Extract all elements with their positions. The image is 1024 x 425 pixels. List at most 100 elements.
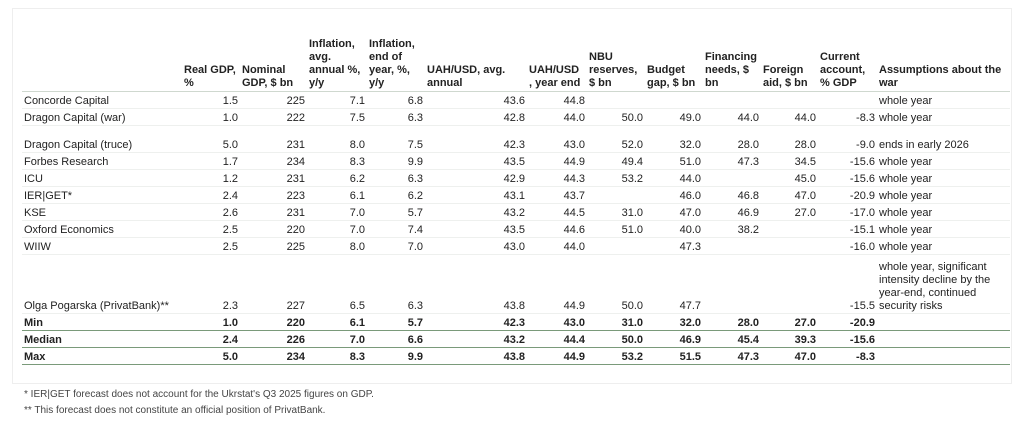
value-cell: 51.0 (587, 220, 645, 238)
row-label: WIIW (22, 237, 182, 255)
table-row: WIIW 2.5 225 8.0 7.0 43.0 44.0 47.3 -16.0 whole y… (22, 237, 1010, 255)
value-cell: 9.9 (367, 152, 425, 170)
value-cell: -8.3 (818, 108, 877, 126)
value-cell: 51.5 (645, 347, 703, 365)
value-cell: 47.3 (645, 237, 703, 255)
column-header: Assumptions about the war (877, 14, 1010, 92)
value-cell: 46.0 (645, 186, 703, 204)
assumption-cell: whole year, significant intensity declin… (877, 254, 1010, 314)
value-cell: 47.3 (703, 347, 761, 365)
value-cell: -20.9 (818, 313, 877, 331)
assumption-cell (877, 313, 1010, 331)
value-cell: 44.0 (527, 237, 587, 255)
value-cell (818, 91, 877, 109)
value-cell: 2.4 (182, 330, 240, 348)
row-label: Median (22, 330, 182, 348)
column-header: Current account, % GDP (818, 14, 877, 92)
column-header: Budget gap, $ bn (645, 14, 703, 92)
column-header: Financing needs, $ bn (703, 14, 761, 92)
column-header: UAH/USD , year end (527, 14, 587, 92)
value-cell (703, 254, 761, 314)
row-label: KSE (22, 203, 182, 221)
value-cell (703, 91, 761, 109)
value-cell: 50.0 (587, 108, 645, 126)
stub-header (22, 14, 182, 92)
value-cell: 5.7 (367, 203, 425, 221)
table-row: Min 1.0 220 6.1 5.7 42.3 43.0 31.0 32.0 28.0 27.0-… (22, 313, 1010, 331)
value-cell: 43.8 (425, 347, 527, 365)
value-cell: 7.0 (367, 237, 425, 255)
value-cell: 222 (240, 108, 307, 126)
table-row: KSE 2.6 231 7.0 5.7 43.2 44.5 31.0 47.0 46.9 27.0-… (22, 203, 1010, 221)
value-cell: 44.5 (527, 203, 587, 221)
row-label: ICU (22, 169, 182, 187)
value-cell: 47.3 (703, 152, 761, 170)
value-cell: 43.7 (527, 186, 587, 204)
value-cell: 6.8 (367, 91, 425, 109)
value-cell: 28.0 (761, 125, 818, 153)
value-cell: 52.0 (587, 125, 645, 153)
value-cell: 6.2 (307, 169, 367, 187)
assumption-cell (877, 330, 1010, 348)
column-header: Nominal GDP, $ bn (240, 14, 307, 92)
value-cell: 42.9 (425, 169, 527, 187)
value-cell: 7.0 (307, 203, 367, 221)
assumption-cell: whole year (877, 237, 1010, 255)
value-cell: 44.6 (527, 220, 587, 238)
row-label: Forbes Research (22, 152, 182, 170)
value-cell: 31.0 (587, 313, 645, 331)
value-cell: 43.0 (527, 125, 587, 153)
value-cell: 39.3 (761, 330, 818, 348)
value-cell: 231 (240, 125, 307, 153)
value-cell: 5.0 (182, 347, 240, 365)
value-cell: 7.0 (307, 220, 367, 238)
value-cell: 46.9 (703, 203, 761, 221)
value-cell: 6.6 (367, 330, 425, 348)
row-label: Max (22, 347, 182, 365)
column-header: Inflation, avg. annual %, y/y (307, 14, 367, 92)
value-cell: 44.9 (527, 152, 587, 170)
value-cell: 231 (240, 169, 307, 187)
value-cell (761, 237, 818, 255)
value-cell: 50.0 (587, 330, 645, 348)
value-cell: 1.7 (182, 152, 240, 170)
value-cell: 227 (240, 254, 307, 314)
table-body: Concorde Capital 1.5 225 7.1 6.8 43.6 44.8 whol… (22, 91, 1010, 365)
value-cell: 44.9 (527, 347, 587, 365)
value-cell: 8.3 (307, 152, 367, 170)
assumption-cell: whole year (877, 108, 1010, 126)
table-row: Max 5.0 234 8.3 9.9 43.8 44.9 53.2 51.5 47.3 47.0-… (22, 347, 1010, 365)
value-cell: 8.0 (307, 125, 367, 153)
value-cell: 7.4 (367, 220, 425, 238)
column-header: Inflation, end of year, %, y/y (367, 14, 425, 92)
assumption-cell: whole year (877, 203, 1010, 221)
value-cell: 28.0 (703, 125, 761, 153)
value-cell: 6.3 (367, 108, 425, 126)
value-cell: -17.0 (818, 203, 877, 221)
value-cell: 40.0 (645, 220, 703, 238)
value-cell: 46.9 (645, 330, 703, 348)
value-cell: 8.0 (307, 237, 367, 255)
value-cell: 7.5 (367, 125, 425, 153)
column-header: Real GDP, % (182, 14, 240, 92)
row-label: Oxford Economics (22, 220, 182, 238)
value-cell: 2.5 (182, 237, 240, 255)
row-label: Min (22, 313, 182, 331)
value-cell: 43.5 (425, 220, 527, 238)
value-cell: 42.3 (425, 313, 527, 331)
table-row: ICU 1.2 231 6.2 6.3 42.9 44.3 53.2 44.0 45.0 -15.6… (22, 169, 1010, 187)
value-cell: 44.0 (645, 169, 703, 187)
value-cell: 32.0 (645, 125, 703, 153)
column-header: Foreign aid, $ bn (761, 14, 818, 92)
value-cell: 8.3 (307, 347, 367, 365)
value-cell: 7.0 (307, 330, 367, 348)
value-cell: 43.0 (425, 237, 527, 255)
value-cell: 50.0 (587, 254, 645, 314)
value-cell: -15.6 (818, 330, 877, 348)
value-cell: 44.0 (703, 108, 761, 126)
assumption-cell: whole year (877, 91, 1010, 109)
value-cell: 1.0 (182, 108, 240, 126)
value-cell: 45.4 (703, 330, 761, 348)
value-cell: 31.0 (587, 203, 645, 221)
